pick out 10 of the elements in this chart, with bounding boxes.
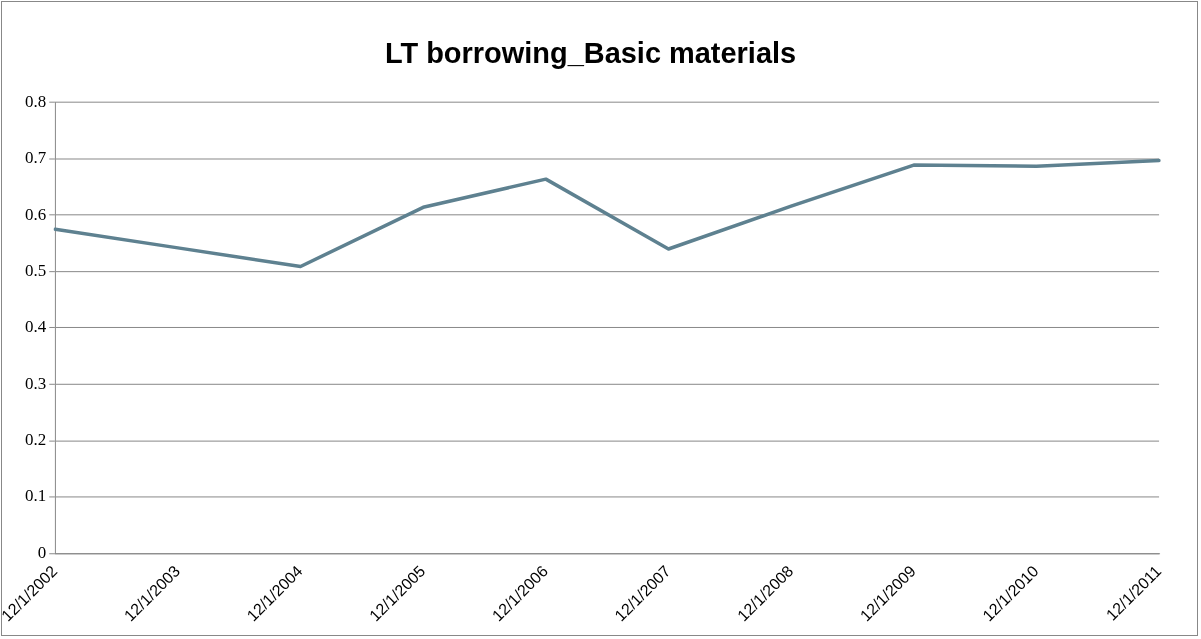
- y-tick-label: 0.2: [25, 430, 47, 450]
- y-tick-label: 0.1: [25, 486, 47, 506]
- y-tick-label: 0.8: [25, 91, 47, 111]
- y-tick-label: 0.5: [25, 261, 47, 281]
- y-tick-label: 0.4: [25, 317, 47, 337]
- y-tick-label: 0.6: [25, 204, 47, 224]
- y-tick-label: 0.3: [25, 373, 47, 393]
- y-tick-label: 0: [37, 542, 47, 562]
- y-tick-label: 0.7: [25, 148, 47, 168]
- chart-title: LT borrowing_Basic materials: [384, 37, 797, 70]
